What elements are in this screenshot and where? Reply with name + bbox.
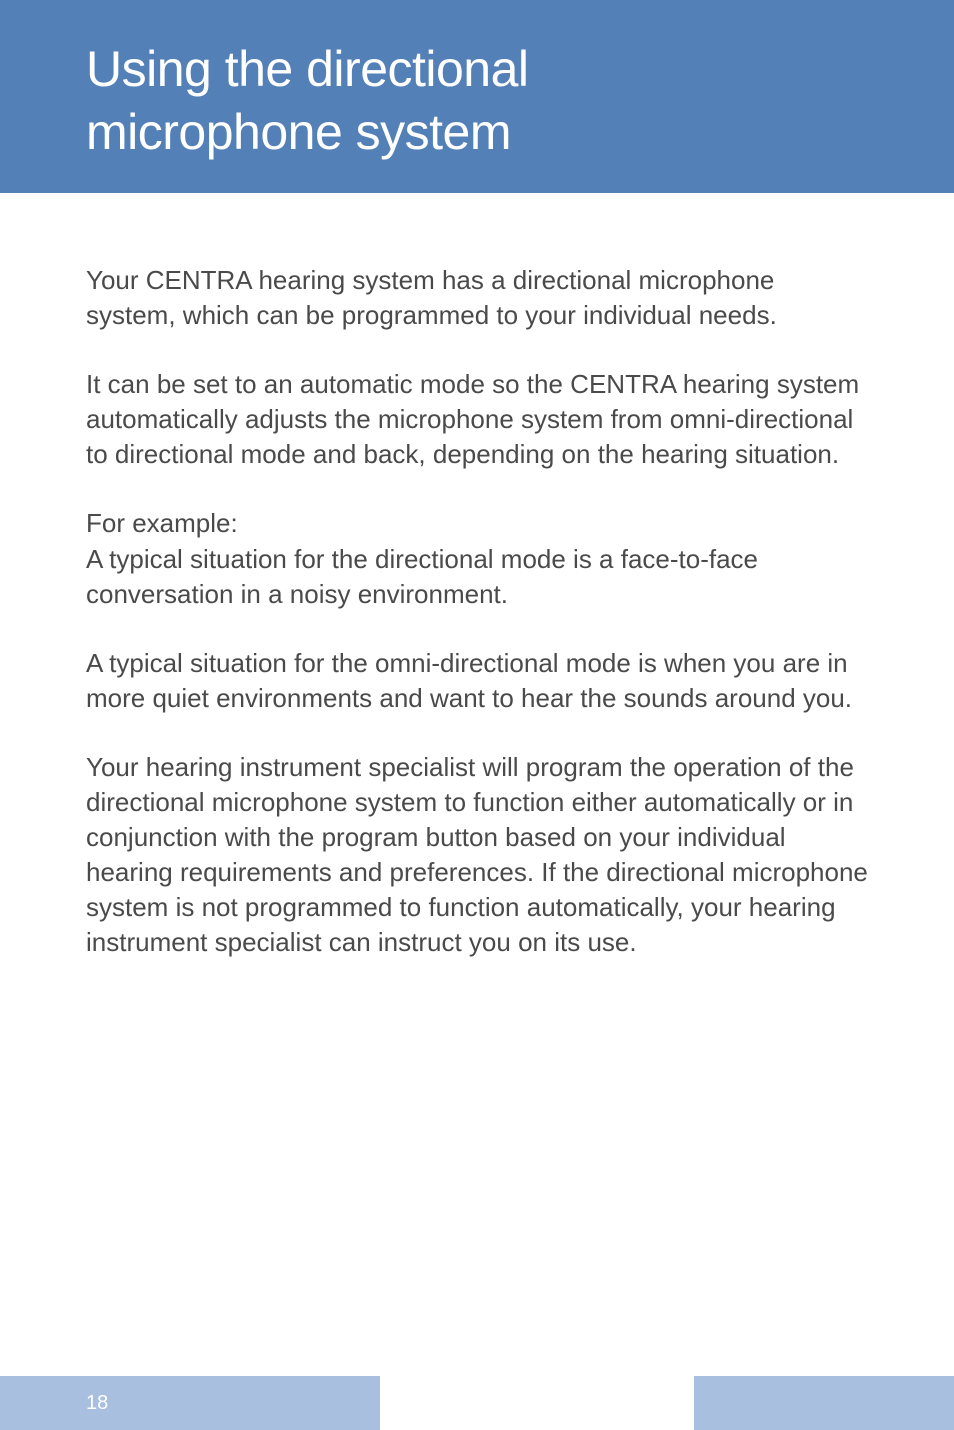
footer-left-segment: 18	[0, 1376, 380, 1430]
content-area: Your CENTRA hearing system has a directi…	[0, 193, 954, 961]
header-band: Using the directional microphone system	[0, 0, 954, 193]
page-number: 18	[86, 1392, 108, 1415]
paragraph-5: Your hearing instrument specialist will …	[86, 750, 868, 961]
footer-mid-segment	[380, 1376, 694, 1430]
paragraph-2: It can be set to an automatic mode so th…	[86, 367, 868, 472]
paragraph-3: For example: A typical situation for the…	[86, 506, 868, 611]
footer-right-segment	[694, 1376, 954, 1430]
title-line-1: Using the directional	[86, 41, 529, 97]
paragraph-4: A typical situation for the omni-directi…	[86, 646, 868, 716]
page-title: Using the directional microphone system	[86, 38, 954, 163]
title-line-2: microphone system	[86, 104, 511, 160]
paragraph-1: Your CENTRA hearing system has a directi…	[86, 263, 868, 333]
footer-band: 18	[0, 1376, 954, 1430]
